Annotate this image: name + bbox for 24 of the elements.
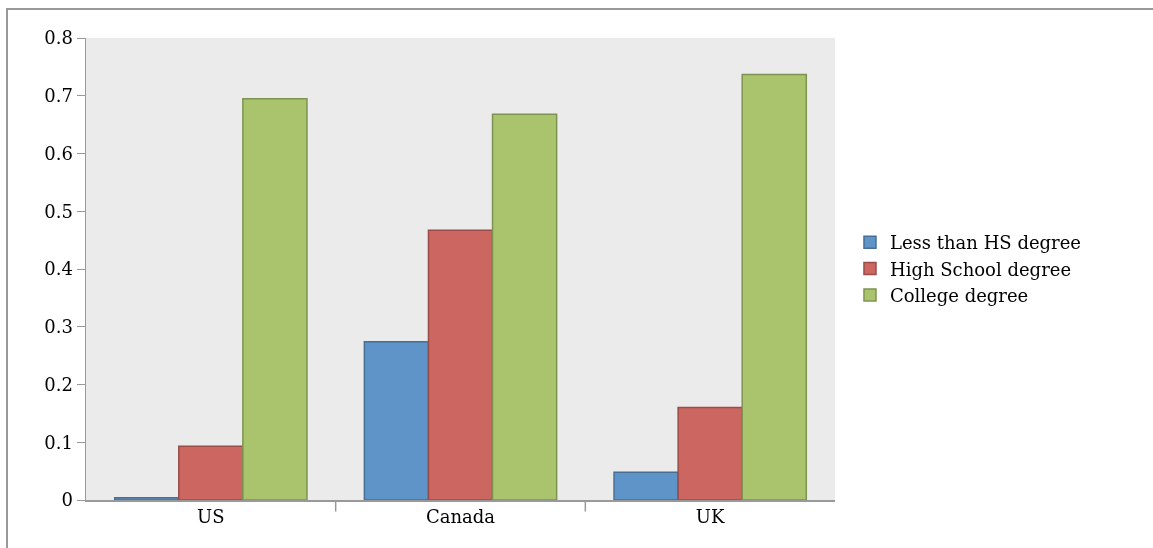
bar <box>113 496 180 500</box>
y-tick-label: 0.2 <box>44 373 73 395</box>
y-tick-label: 0.6 <box>44 142 73 164</box>
bar <box>741 73 808 500</box>
y-tick-label: 0 <box>61 489 73 511</box>
y-tick-label: 0.4 <box>44 258 73 280</box>
bar <box>363 341 430 500</box>
legend-label: High School degree <box>889 258 1072 280</box>
bar <box>613 471 679 500</box>
x-tick-label: UK <box>695 506 726 528</box>
legend-label: College degree <box>889 285 1029 307</box>
legend-label: Less than HS degree <box>889 232 1082 254</box>
y-tick-label: 0.3 <box>44 316 73 338</box>
bar <box>178 445 244 500</box>
x-tick-label: US <box>197 506 225 528</box>
y-tick-label: 0.1 <box>44 431 73 453</box>
x-tick-label: Canada <box>425 506 496 528</box>
bar <box>677 406 743 500</box>
bar <box>491 113 558 500</box>
y-tick-label: 0.5 <box>44 200 73 222</box>
bar <box>427 229 494 500</box>
y-tick-label: 0.7 <box>44 85 73 107</box>
y-tick-label: 0.8 <box>44 27 73 49</box>
bar <box>242 97 308 500</box>
